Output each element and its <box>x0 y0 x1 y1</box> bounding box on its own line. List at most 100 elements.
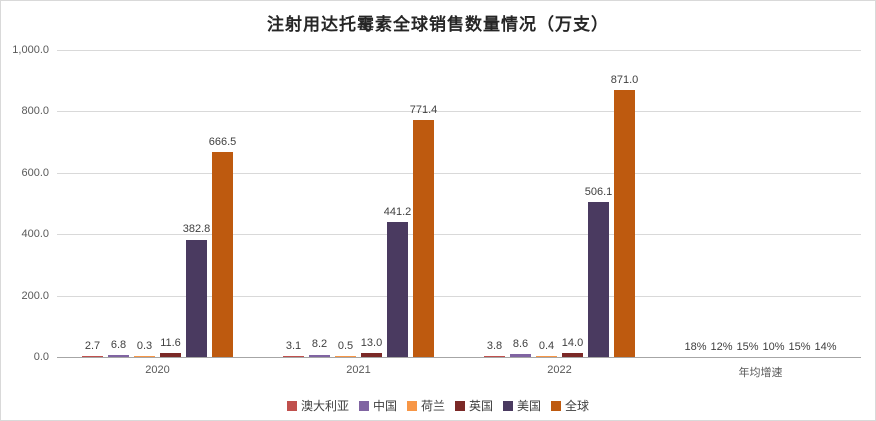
bar-value-label: 10% <box>762 341 785 353</box>
plot-area: 2.7 6.8 0.3 11.6 382.8 666.5 3.1 8.2 0.5 13.0 441.… <box>57 50 861 358</box>
bar-value-label: 11.6 <box>160 337 181 350</box>
gridline <box>57 50 861 51</box>
y-tick-label: 600.0 <box>21 166 49 179</box>
legend-item-荷兰: 荷兰 <box>406 397 445 414</box>
legend-item-澳大利亚: 澳大利亚 <box>286 397 349 414</box>
bar-澳大利亚-2021 <box>283 356 304 357</box>
bar-value-label: 18% <box>684 341 707 353</box>
x-axis: 2020 2021 2022 年均增速 <box>57 364 861 380</box>
bar-value-label: 12% <box>710 341 733 353</box>
bar-澳大利亚-2022 <box>484 355 505 357</box>
legend-swatch-icon <box>358 400 369 411</box>
bar-value-label: 15% <box>788 341 811 353</box>
bar-slot: 871.0 <box>611 74 638 357</box>
bar-slot: 0.5 <box>335 340 356 357</box>
bar-slot: 0.4 <box>536 340 557 357</box>
bar-value-label: 666.5 <box>208 136 237 149</box>
legend-label: 全球 <box>565 399 590 413</box>
y-tick-label: 1,000.0 <box>12 44 49 56</box>
gridline <box>57 172 861 174</box>
bar-value-label: 506.1 <box>584 185 613 198</box>
bar-美国-2022 <box>588 201 609 357</box>
legend-item-美国: 美国 <box>503 397 541 414</box>
x-category-label: 2020 <box>145 364 170 376</box>
legend-label: 美国 <box>517 399 542 413</box>
legend-label: 中国 <box>372 399 397 413</box>
bar-英国-2020 <box>160 353 181 357</box>
bar-group-2022: 3.8 8.6 0.4 14.0 506.1 871.0 <box>459 50 660 357</box>
legend-label: 荷兰 <box>420 399 445 413</box>
bar-value-label: 2.7 <box>84 340 101 352</box>
bar-value-label: 13.0 <box>360 337 383 350</box>
bar-value-label: 0.4 <box>538 340 555 352</box>
bar-value-label: 3.1 <box>285 340 302 352</box>
bar-slot: 8.6 <box>510 338 531 357</box>
bar-value-label: 0.3 <box>136 340 153 352</box>
bar-value-label: 382.8 <box>182 223 211 236</box>
legend-swatch-icon <box>455 400 465 411</box>
bar-group-年均增速: 18% 12% 15% 10% 15% 14% <box>660 50 861 357</box>
bar-荷兰-2020 <box>134 356 155 357</box>
x-category-label: 2022 <box>547 364 572 376</box>
gridline <box>57 234 861 236</box>
bar-value-label: 15% <box>736 341 759 353</box>
y-tick-label: 200.0 <box>21 289 49 302</box>
bar-slot: 3.1 <box>283 340 304 357</box>
bar-value-label: 14% <box>814 341 837 353</box>
y-tick-label: 0.0 <box>33 351 49 363</box>
bar-全球-2020 <box>212 152 233 357</box>
legend: 澳大利亚 中国 荷兰 英国 美国 全球 <box>1 397 875 414</box>
bar-美国-2020 <box>186 239 207 357</box>
legend-swatch-icon <box>503 400 514 411</box>
bar-英国-2022 <box>562 352 583 357</box>
bar-美国-2021 <box>387 221 408 357</box>
bar-slot: 0.3 <box>134 340 155 357</box>
bar-全球-2021 <box>413 120 434 357</box>
bar-英国-2021 <box>361 353 382 357</box>
bar-中国-2021 <box>309 354 330 357</box>
bar-slot: 13.0 <box>361 337 382 357</box>
y-tick-label: 800.0 <box>21 105 49 118</box>
y-tick-label: 400.0 <box>21 228 49 241</box>
bar-value-label: 8.6 <box>512 338 529 351</box>
legend-label: 澳大利亚 <box>300 399 349 413</box>
bar-澳大利亚-2020 <box>82 356 103 357</box>
gridline <box>57 111 861 113</box>
bar-全球-2022 <box>614 89 635 357</box>
bar-value-label: 0.5 <box>337 340 354 352</box>
bar-slot: 11.6 <box>160 337 181 357</box>
gridline <box>57 295 861 297</box>
bar-value-label: 441.2 <box>383 205 412 218</box>
bar-group-2021: 3.1 8.2 0.5 13.0 441.2 771.4 <box>258 50 459 357</box>
bar-slot: 666.5 <box>209 136 236 357</box>
bar-slot: 3.8 <box>484 340 505 357</box>
x-category-label: 2021 <box>346 364 371 376</box>
bar-slot: 8.2 <box>309 338 330 357</box>
y-axis: 0.0 200.0 400.0 600.0 800.0 1,000.0 <box>1 1 51 420</box>
legend-swatch-icon <box>551 400 562 411</box>
x-category-label: 年均增速 <box>738 367 783 379</box>
bar-slot: 382.8 <box>183 223 210 357</box>
legend-swatch-icon <box>406 400 417 411</box>
legend-label: 英国 <box>469 399 494 413</box>
bar-slot: 441.2 <box>384 206 411 357</box>
bar-value-label: 6.8 <box>110 338 127 351</box>
legend-swatch-icon <box>286 400 297 411</box>
bar-荷兰-2022 <box>536 356 557 357</box>
bar-value-label: 871.0 <box>610 73 639 86</box>
bar-value-label: 771.4 <box>409 104 438 117</box>
bar-slot: 771.4 <box>410 104 437 357</box>
legend-item-全球: 全球 <box>551 397 589 414</box>
bar-slot: 506.1 <box>585 186 612 357</box>
legend-item-中国: 中国 <box>358 397 397 414</box>
bar-荷兰-2021 <box>335 356 356 357</box>
bar-value-label: 14.0 <box>561 336 584 349</box>
bar-slot: 2.7 <box>82 340 103 357</box>
bar-value-label: 3.8 <box>486 339 503 352</box>
legend-item-英国: 英国 <box>455 397 493 414</box>
bar-value-label: 8.2 <box>311 338 328 351</box>
bar-slot: 6.8 <box>108 339 129 357</box>
bar-中国-2020 <box>108 354 129 357</box>
bar-中国-2022 <box>510 354 531 357</box>
